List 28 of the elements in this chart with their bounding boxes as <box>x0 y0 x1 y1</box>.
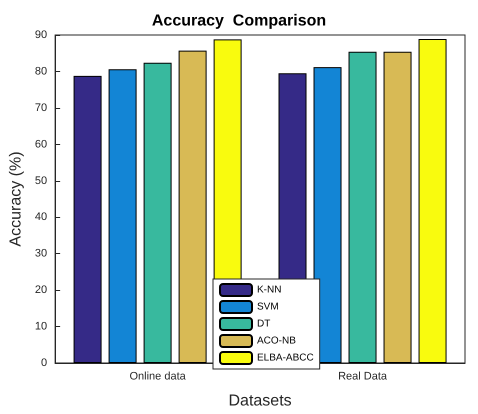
y-tick-label: 70 <box>34 102 48 114</box>
x-axis-title: Datasets <box>228 392 292 410</box>
bar <box>108 69 137 363</box>
bar <box>144 62 172 363</box>
chart-title: Accuracy Comparison <box>152 12 326 30</box>
y-tick-label: 80 <box>34 65 48 78</box>
x-tick-label: Online data <box>129 370 187 382</box>
y-axis-title: Accuracy (%) <box>8 151 24 247</box>
bar <box>348 52 377 363</box>
y-tick-label: 60 <box>34 138 48 150</box>
x-tick-label: Real Data <box>338 370 388 382</box>
y-tick-label: 30 <box>34 248 48 260</box>
legend-label: ACO-NB <box>257 336 296 346</box>
bar <box>314 67 342 363</box>
y-tick-label: 90 <box>34 29 48 41</box>
legend-label: K-NN <box>257 284 282 296</box>
bar <box>384 52 412 363</box>
y-tick-label: 50 <box>34 174 48 187</box>
legend-label: SVM <box>257 302 279 312</box>
y-tick-label: 20 <box>34 284 48 296</box>
y-tick-label: 40 <box>34 211 48 224</box>
legend-label: ELBA-ABCC <box>257 352 314 364</box>
bar <box>178 50 207 363</box>
y-tick-label: 10 <box>34 320 48 333</box>
bar <box>418 39 447 363</box>
legend-label: DT <box>257 318 270 330</box>
y-tick-label: 0 <box>41 357 48 369</box>
bar <box>74 76 102 363</box>
